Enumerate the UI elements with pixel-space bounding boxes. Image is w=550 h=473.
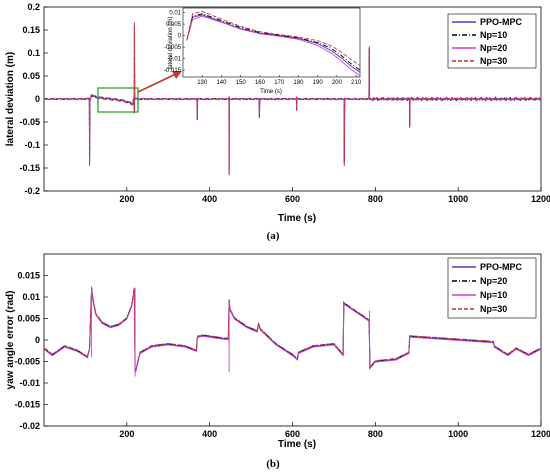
inset-series-line [186, 13, 361, 71]
chart-a-y-ticks: -0.2 -0.15 -0.1 -0.05 0 0.05 0.1 0.15 0.2 [19, 2, 48, 196]
inset-y-tick-label: 0.01 [169, 11, 181, 17]
chart-a-y-tick-label: 0.15 [22, 25, 40, 35]
inset-y-ticks: 0.01 0.005 0 -0.005 -0.01 -0.015 [164, 11, 185, 74]
chart-b-legend: PPO-MPC Np=20 Np=10 Np=30 [447, 257, 537, 319]
chart-a-inset: 0.01 0.005 0 -0.005 -0.01 -0.015 130 140 150 160… [164, 7, 362, 95]
chart-a-y-tick-label: 0 [35, 94, 40, 104]
chart-a-y-tick-label: 0.05 [22, 71, 40, 81]
chart-a-series-line [43, 22, 542, 176]
chart-b-x-tick-label: 600 [285, 429, 300, 439]
chart-b-legend-entry: PPO-MPC [480, 262, 523, 272]
chart-a-x-tick-label: 600 [285, 194, 300, 204]
chart-b-x-tick-label: 800 [368, 429, 383, 439]
inset-x-tick-label: 200 [332, 80, 343, 86]
chart-a-legend-entry: Np=10 [480, 30, 507, 40]
chart-b-y-tick-label: 0.005 [17, 314, 40, 324]
chart-b-y-tick-label: -0.015 [14, 400, 40, 410]
chart-a-zoom-arrow [137, 71, 181, 93]
chart-a-legend-entry: PPO-MPC [480, 17, 523, 27]
chart-b-y-tick-label: 0.015 [17, 271, 40, 281]
inset-x-tick-label: 210 [351, 80, 362, 86]
chart-a-panel-label: (a) [267, 230, 280, 242]
chart-b-y-ticks: -0.02 -0.015 -0.01 -0.005 0 0.005 0.01 0.015 [14, 271, 48, 431]
chart-a-x-tick-label: 800 [368, 194, 383, 204]
inset-series-line [186, 15, 361, 77]
inset-x-tick-label: 180 [293, 80, 304, 86]
chart-a-y-tick-label: -0.05 [19, 117, 40, 127]
inset-x-label: Time (s) [260, 89, 282, 95]
inset-y-tick-label: -0.01 [167, 57, 181, 63]
inset-x-ticks: 130 140 150 160 170 180 190 200 210 [197, 75, 362, 86]
chart-a-x-label: Time (s) [278, 213, 316, 224]
chart-b-panel-label: (b) [266, 458, 280, 470]
inset-x-tick-label: 130 [197, 80, 208, 86]
chart-a-zoom-arrowhead [172, 71, 182, 79]
inset-y-label: lateral deviation (m) [168, 17, 174, 70]
chart-a-x-tick-label: 200 [119, 194, 134, 204]
chart-a-y-label: lateral deviation (m) [5, 52, 16, 146]
chart-a-y-tick-label: -0.2 [24, 186, 40, 196]
chart-a-legend-entry: Np=20 [480, 43, 507, 53]
inset-x-tick-label: 170 [274, 80, 285, 86]
chart-a-zoom-box [97, 87, 139, 113]
chart-b-y-tick-label: 0 [35, 335, 40, 345]
inset-series [186, 10, 361, 77]
chart-b-x-tick-label: 200 [119, 429, 134, 439]
inset-y-tick-label: -0.005 [164, 45, 182, 51]
chart-b-legend-box [447, 257, 537, 319]
chart-b: -0.02 -0.015 -0.01 -0.005 0 0.005 0.01 0.015 20… [5, 253, 550, 470]
chart-b-y-label: yaw angle error (rad) [5, 291, 16, 390]
chart-a-y-tick-label: -0.15 [19, 163, 40, 173]
inset-x-tick-label: 140 [216, 80, 227, 86]
chart-b-y-tick-label: -0.01 [19, 378, 40, 388]
chart-a-legend: PPO-MPC Np=10 Np=20 Np=30 [447, 13, 537, 69]
chart-a: -0.2 -0.15 -0.1 -0.05 0 0.05 0.1 0.15 0.2 200 400… [5, 2, 550, 242]
chart-b-y-tick-label: -0.005 [14, 357, 40, 367]
chart-a-x-tick-label: 400 [202, 194, 217, 204]
inset-series-line [186, 14, 361, 73]
inset-series-line [186, 10, 361, 66]
chart-a-legend-entry: Np=30 [480, 56, 507, 66]
chart-b-y-tick-label: 0.01 [22, 292, 40, 302]
chart-b-x-tick-label: 1200 [531, 429, 550, 439]
chart-b-x-tick-label: 1000 [448, 429, 468, 439]
chart-b-y-tick-label: -0.02 [19, 421, 40, 431]
chart-b-legend-entry: Np=30 [480, 304, 507, 314]
chart-a-y-tick-label: -0.1 [24, 140, 40, 150]
chart-b-legend-entry: Np=10 [480, 290, 507, 300]
chart-a-series [43, 22, 542, 176]
chart-a-x-ticks: 200 400 600 800 1000 1200 [119, 187, 550, 204]
chart-b-x-tick-label: 400 [202, 429, 217, 439]
inset-y-tick-label: -0.015 [164, 68, 182, 74]
chart-b-x-ticks: 200 400 600 800 1000 1200 [119, 422, 550, 439]
chart-b-series [43, 286, 542, 377]
chart-a-y-tick-label: 0.2 [27, 2, 40, 12]
inset-x-tick-label: 150 [236, 80, 247, 86]
inset-x-tick-label: 160 [255, 80, 266, 86]
inset-x-tick-label: 190 [313, 80, 324, 86]
chart-b-x-label: Time (s) [278, 439, 316, 450]
chart-a-legend-box [447, 13, 537, 69]
chart-b-legend-entry: Np=20 [480, 276, 507, 286]
inset-y-tick-label: 0 [178, 34, 182, 40]
chart-a-x-tick-label: 1000 [448, 194, 468, 204]
chart-a-y-tick-label: 0.1 [27, 48, 40, 58]
inset-y-tick-label: 0.005 [166, 22, 182, 28]
chart-a-x-tick-label: 1200 [531, 194, 550, 204]
